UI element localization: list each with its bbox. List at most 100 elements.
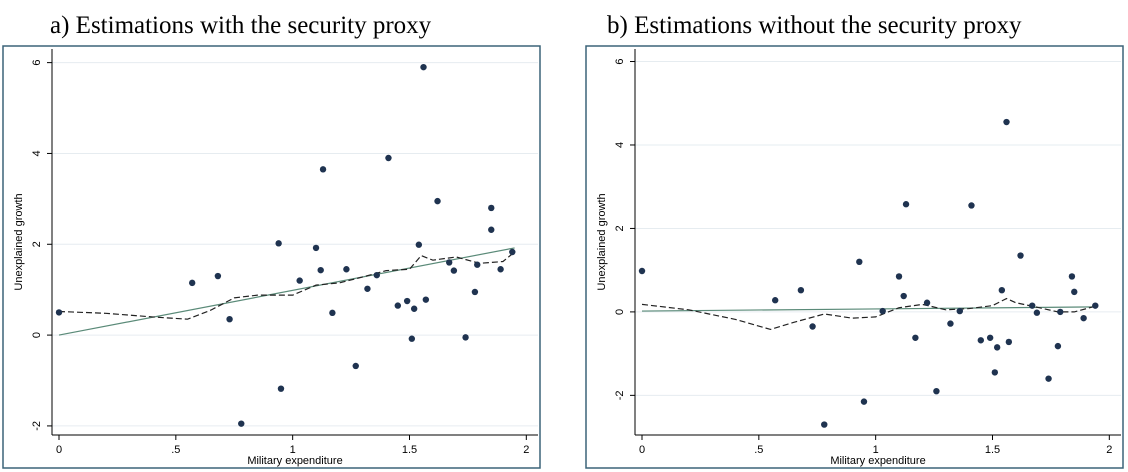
y-tick-label: 6 [614, 58, 626, 64]
data-point [956, 307, 963, 315]
y-tick-label: 0 [31, 332, 43, 338]
data-point [1017, 252, 1024, 259]
data-point [998, 286, 1006, 294]
data-point [488, 204, 495, 212]
y-tick-label: 2 [31, 241, 43, 247]
data-point [860, 398, 868, 405]
data-point [1033, 309, 1041, 316]
data-point [912, 334, 919, 341]
data-point [638, 267, 646, 275]
data-point [188, 279, 196, 287]
data-point [771, 297, 779, 304]
data-point [55, 309, 63, 316]
data-point [821, 421, 828, 428]
data-point [986, 334, 994, 341]
linear-fit-line [58, 247, 515, 336]
data-point [385, 154, 392, 162]
x-tick-label: 1 [873, 444, 879, 456]
y-tick-label: 0 [614, 309, 626, 315]
data-point [319, 166, 327, 173]
data-point [1080, 314, 1087, 322]
chart-frame [2, 45, 541, 469]
chart-a: -2 0 2 4 6 0 .5 1 1.5 2 Military expenditure Unexpl… [2, 45, 541, 469]
data-point [991, 369, 999, 376]
data-point [1068, 273, 1076, 280]
data-point [900, 292, 907, 300]
data-point [1005, 338, 1013, 346]
chart-b: -2 0 2 4 6 0 .5 1 1.5 2 Military expenditure Unexpl… [585, 45, 1124, 469]
chart-frame [585, 45, 1124, 469]
data-point [214, 272, 222, 280]
x-tick-label: 1.5 [985, 444, 1000, 456]
data-point [509, 248, 516, 256]
data-point [317, 266, 324, 274]
data-point [1092, 302, 1099, 309]
x-tick-label: .5 [171, 444, 180, 456]
data-point [879, 307, 886, 315]
chart-a-title: a) Estimations with the security proxy [50, 12, 432, 39]
data-point [488, 226, 495, 233]
data-point [856, 258, 863, 266]
data-point [968, 202, 975, 209]
data-point [394, 302, 402, 309]
data-point [364, 285, 371, 292]
y-tick-label: 4 [31, 150, 43, 156]
y-axis-label: Unexplained growth [596, 193, 608, 290]
data-point [275, 240, 282, 247]
data-point [1029, 302, 1036, 309]
data-point [329, 309, 336, 317]
y-tick-label: -2 [31, 421, 43, 431]
y-tick-label: 6 [31, 60, 43, 66]
smoothed-line [58, 251, 516, 320]
y-tick-label: -2 [614, 390, 626, 400]
data-point [895, 273, 903, 280]
data-point [422, 296, 430, 303]
data-point [415, 241, 423, 248]
x-axis-label: Military expenditure [247, 455, 342, 467]
data-point [312, 244, 320, 252]
smoothed-line [641, 297, 1098, 331]
data-point [238, 420, 245, 427]
data-point [471, 288, 479, 296]
data-point [993, 344, 1001, 351]
data-point [373, 271, 380, 279]
data-point [446, 259, 453, 266]
data-point [1054, 342, 1062, 350]
data-point [1071, 288, 1078, 296]
data-point [947, 320, 954, 327]
data-point [408, 335, 416, 342]
data-point [1057, 308, 1064, 316]
data-point [797, 286, 805, 294]
y-tick-label: 2 [614, 225, 626, 231]
data-point [462, 334, 469, 341]
data-point [474, 261, 481, 268]
data-point [1045, 375, 1052, 382]
x-tick-label: 2 [1106, 444, 1112, 456]
data-point [343, 266, 350, 273]
x-tick-label: 0 [639, 444, 645, 456]
data-point [933, 387, 940, 395]
data-point [410, 305, 418, 312]
y-tick-label: 4 [614, 142, 626, 148]
x-tick-label: 0 [56, 444, 62, 456]
data-point [977, 337, 985, 344]
x-tick-label: .5 [754, 444, 763, 456]
x-axis-label: Military expenditure [830, 455, 925, 467]
y-axis-label: Unexplained growth [13, 193, 25, 290]
data-point [352, 362, 359, 370]
data-point [1003, 118, 1010, 126]
data-point [420, 63, 427, 71]
data-point [296, 277, 303, 284]
chart-b-title: b) Estimations without the security prox… [607, 12, 1022, 39]
data-point [450, 267, 458, 274]
x-tick-label: 1.5 [402, 444, 417, 456]
data-point [809, 323, 816, 330]
data-point [902, 201, 910, 208]
data-point [277, 385, 285, 392]
data-point [403, 297, 411, 305]
x-tick-label: 2 [523, 444, 529, 456]
x-tick-label: 1 [290, 444, 296, 456]
data-point [497, 266, 504, 273]
data-point [923, 299, 931, 306]
linear-fit-line [642, 306, 1098, 312]
